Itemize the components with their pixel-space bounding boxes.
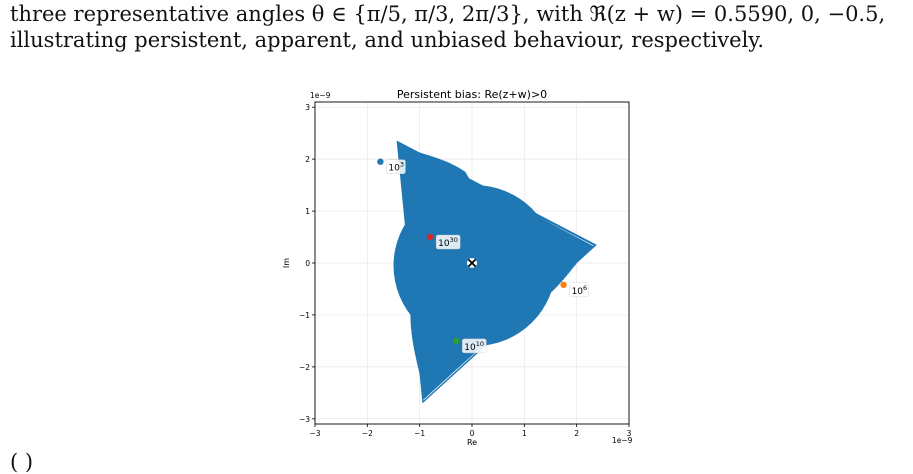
annotation-label: 1030 xyxy=(438,236,458,249)
x-tick-label: −1 xyxy=(414,429,425,438)
y-offset-label: 1e−9 xyxy=(310,91,331,100)
x-tick-label: 3 xyxy=(627,429,632,438)
annotation-box xyxy=(569,282,589,298)
annotation-exponent: 6 xyxy=(583,284,587,292)
annotation-box xyxy=(435,234,461,250)
y-tick-label: 0 xyxy=(305,259,310,268)
chart-title: Persistent bias: Re(z+w)>0 xyxy=(397,88,547,101)
y-tick-label: 1 xyxy=(305,207,310,216)
annotation-label: 106 xyxy=(572,284,588,297)
y-tick-label: −3 xyxy=(299,415,310,424)
annotation-base: 10 xyxy=(388,164,400,174)
annotation-label: 1010 xyxy=(464,340,484,353)
x-tick-label: 1 xyxy=(522,429,527,438)
annotation-base: 10 xyxy=(438,239,450,249)
annotation-base: 10 xyxy=(572,287,584,297)
caption-line-2: illustrating persistent, apparent, and u… xyxy=(10,28,765,52)
annotation-box xyxy=(386,159,406,174)
annotation-marker-green xyxy=(453,337,460,345)
annotation-exponent: 3 xyxy=(400,161,404,169)
x-offset-label: 1e−9 xyxy=(612,436,633,445)
annotation-marker-blue xyxy=(377,158,384,165)
y-tick-label: −1 xyxy=(299,311,310,320)
y-tick-label: 2 xyxy=(305,155,310,164)
x-axis-label: Re xyxy=(467,438,477,447)
caption-fragment: ( ) xyxy=(10,450,34,474)
annotation-marker-red xyxy=(426,233,434,241)
x-tick-label: 2 xyxy=(574,429,579,438)
y-tick-label: −2 xyxy=(299,363,310,372)
annotation-exponent: 10 xyxy=(476,340,484,348)
annotation-base: 10 xyxy=(464,343,476,353)
annotation-exponent: 30 xyxy=(450,236,458,244)
center-marker xyxy=(467,258,477,268)
annotation-box xyxy=(462,338,487,354)
annotation-label: 103 xyxy=(388,161,404,174)
x-tick-label: −3 xyxy=(309,429,320,438)
annotation-marker-orange xyxy=(560,281,567,289)
caption-line-1: three representative angles θ ∈ {π/5, π/… xyxy=(10,2,886,26)
y-axis-label: Im xyxy=(282,258,291,268)
x-tick-label: −2 xyxy=(362,429,373,438)
y-tick-label: 3 xyxy=(305,103,310,112)
center-x-stroke xyxy=(467,258,477,268)
x-tick-label: 0 xyxy=(470,429,475,438)
